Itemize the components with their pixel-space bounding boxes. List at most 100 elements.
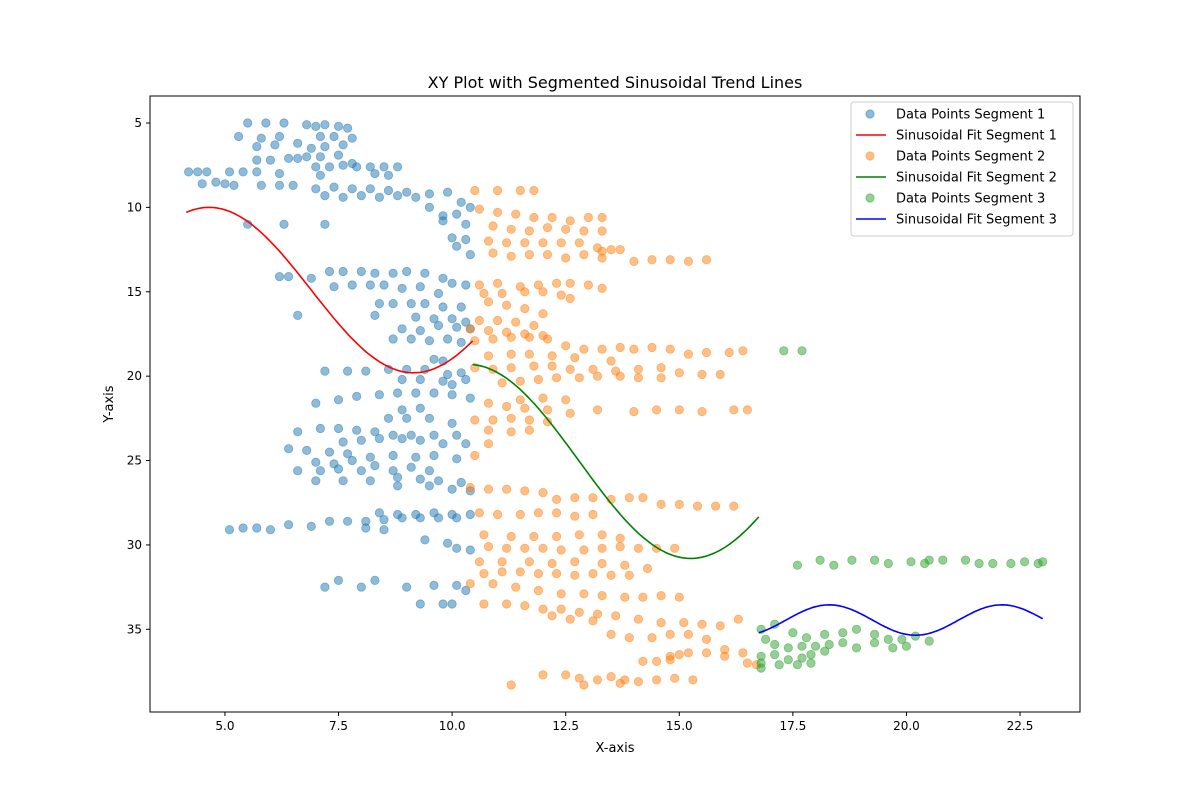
data-point bbox=[547, 611, 557, 621]
data-point bbox=[556, 545, 566, 555]
data-point bbox=[333, 150, 344, 160]
data-point bbox=[529, 361, 539, 371]
data-point bbox=[542, 334, 553, 344]
data-point bbox=[488, 579, 498, 589]
data-point bbox=[470, 415, 480, 425]
legend-marker bbox=[865, 193, 875, 203]
data-point bbox=[524, 226, 535, 236]
data-point bbox=[302, 120, 312, 130]
data-point bbox=[565, 614, 575, 624]
data-point bbox=[311, 121, 321, 132]
data-point bbox=[506, 427, 516, 437]
data-point bbox=[406, 462, 416, 472]
x-tick-label: 20.0 bbox=[893, 719, 920, 733]
data-point bbox=[347, 133, 357, 143]
data-point bbox=[311, 457, 321, 467]
data-point bbox=[779, 346, 789, 356]
data-point bbox=[597, 590, 607, 601]
data-point bbox=[656, 590, 666, 601]
data-point bbox=[474, 280, 484, 290]
data-point bbox=[574, 673, 584, 683]
data-point bbox=[565, 293, 575, 304]
data-point bbox=[570, 557, 580, 567]
data-point bbox=[720, 651, 730, 661]
data-point bbox=[683, 256, 694, 266]
data-point bbox=[483, 351, 494, 361]
data-point bbox=[838, 638, 848, 648]
data-point bbox=[910, 631, 921, 641]
data-point bbox=[683, 349, 694, 359]
data-point bbox=[488, 334, 498, 344]
data-point bbox=[347, 184, 357, 194]
data-point bbox=[302, 445, 312, 455]
data-point bbox=[570, 493, 580, 503]
data-point bbox=[570, 570, 580, 580]
data-point bbox=[456, 302, 466, 312]
data-point bbox=[324, 516, 335, 526]
data-point bbox=[279, 118, 289, 128]
data-point bbox=[224, 525, 235, 535]
data-point bbox=[1038, 557, 1048, 567]
data-point bbox=[324, 266, 335, 277]
data-point bbox=[479, 530, 489, 540]
legend-label: Sinusoidal Fit Segment 3 bbox=[896, 213, 1057, 228]
data-point bbox=[338, 437, 348, 447]
data-point bbox=[293, 138, 303, 148]
scatter-series-3 bbox=[756, 346, 1048, 673]
data-point bbox=[429, 388, 439, 398]
data-point bbox=[370, 310, 380, 320]
data-point bbox=[533, 585, 544, 596]
data-point bbox=[597, 530, 607, 540]
data-point bbox=[501, 599, 512, 609]
data-point bbox=[429, 430, 439, 440]
data-point bbox=[338, 476, 348, 486]
data-point bbox=[342, 516, 353, 526]
data-point bbox=[533, 280, 544, 290]
data-point bbox=[488, 221, 498, 231]
data-point bbox=[611, 611, 621, 621]
data-point bbox=[465, 579, 475, 589]
data-point bbox=[547, 212, 557, 223]
data-point bbox=[329, 182, 339, 192]
data-point bbox=[465, 509, 475, 520]
data-point bbox=[674, 405, 684, 415]
data-point bbox=[542, 417, 553, 427]
data-point bbox=[274, 169, 285, 179]
data-point bbox=[551, 531, 562, 542]
legend-label: Sinusoidal Fit Segment 1 bbox=[896, 129, 1057, 144]
data-point bbox=[588, 493, 598, 503]
data-point bbox=[738, 346, 748, 356]
data-point bbox=[265, 525, 275, 535]
data-point bbox=[606, 629, 616, 640]
data-point bbox=[542, 223, 553, 233]
y-axis-label: Y-axis bbox=[102, 385, 117, 423]
data-point bbox=[315, 466, 325, 476]
data-point bbox=[320, 142, 330, 152]
data-point bbox=[674, 649, 684, 660]
data-point bbox=[538, 287, 548, 297]
data-point bbox=[424, 336, 434, 346]
data-point bbox=[588, 509, 598, 520]
data-point bbox=[184, 167, 194, 177]
fit-line-segment-1 bbox=[185, 206, 474, 374]
data-point bbox=[869, 629, 880, 640]
data-point bbox=[520, 303, 530, 314]
data-point bbox=[901, 641, 912, 651]
data-point bbox=[579, 680, 589, 690]
data-point bbox=[283, 520, 294, 530]
data-point bbox=[624, 570, 634, 580]
data-point bbox=[433, 320, 444, 331]
data-point bbox=[633, 543, 644, 553]
data-point bbox=[202, 167, 212, 177]
data-point bbox=[651, 656, 662, 667]
data-point bbox=[356, 191, 366, 201]
data-point bbox=[642, 563, 653, 574]
data-point bbox=[329, 282, 339, 292]
data-point bbox=[333, 423, 344, 434]
data-point bbox=[252, 523, 262, 533]
data-point bbox=[488, 248, 498, 258]
data-point bbox=[888, 643, 898, 653]
legend: Data Points Segment 1 Sinusoidal Fit Segm… bbox=[850, 101, 1074, 237]
data-point bbox=[506, 531, 516, 542]
